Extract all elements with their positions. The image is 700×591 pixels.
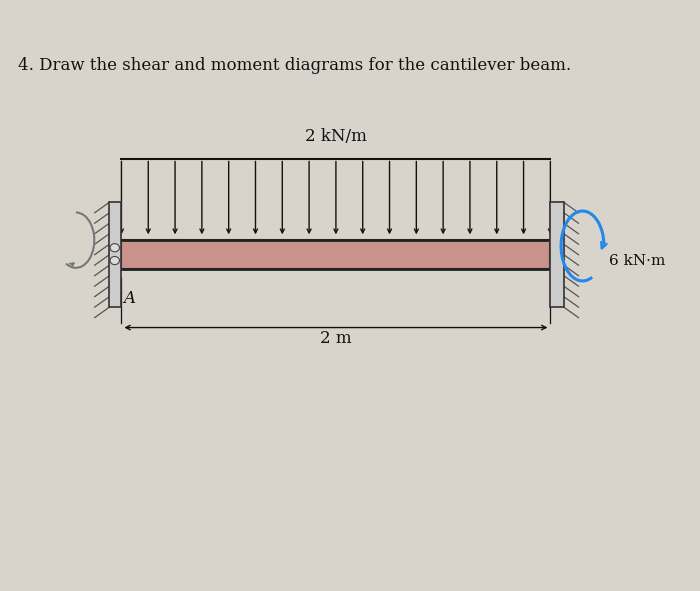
Bar <box>550 202 564 307</box>
Bar <box>109 202 122 307</box>
Text: 6 kN·m: 6 kN·m <box>609 254 666 268</box>
Text: 4. Draw the shear and moment diagrams for the cantilever beam.: 4. Draw the shear and moment diagrams fo… <box>18 57 570 74</box>
Circle shape <box>110 256 120 265</box>
Circle shape <box>110 243 120 252</box>
Bar <box>122 240 550 269</box>
Text: 2 kN/m: 2 kN/m <box>305 128 367 145</box>
Text: A: A <box>122 290 135 307</box>
Text: 2 m: 2 m <box>320 330 351 348</box>
